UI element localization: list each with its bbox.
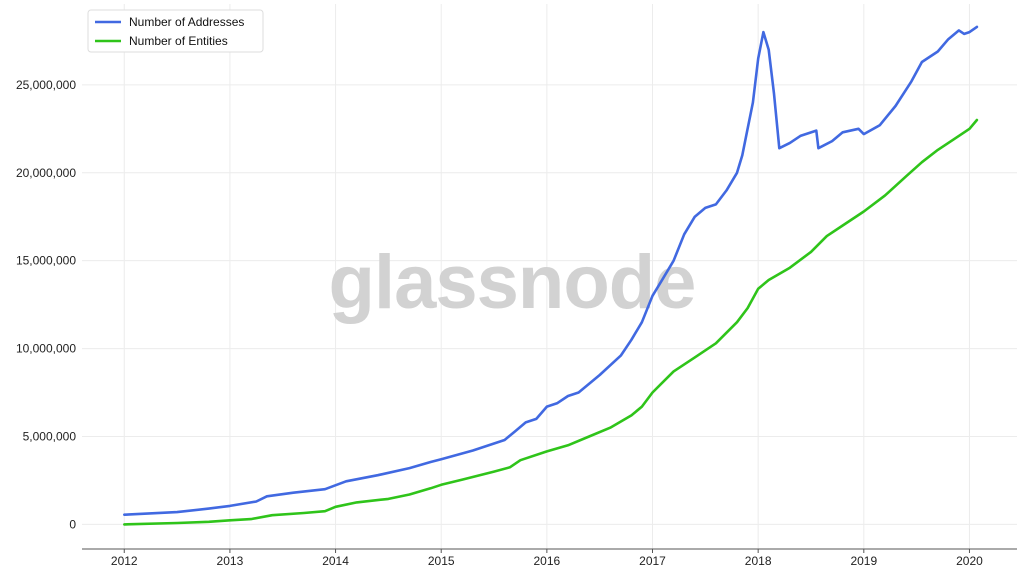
x-tick-label: 2013 [217, 554, 244, 568]
x-tick-label: 2020 [956, 554, 983, 568]
series-line-entities [123, 118, 979, 526]
x-tick-label: 2014 [322, 554, 349, 568]
x-axis-ticks: 2012 2013 2014 2015 2016 2017 2018 2019 2020 [111, 549, 983, 568]
legend-box [87, 9, 264, 53]
y-tick-label: 20,000,000 [16, 166, 76, 180]
series-lines [123, 25, 979, 526]
x-tick-label: 2018 [745, 554, 772, 568]
y-tick-label: 5,000,000 [23, 429, 77, 443]
watermark: glassnode [329, 240, 696, 325]
y-axis-ticks: 0 5,000,000 10,000,000 15,000,000 20,000,000… [16, 78, 76, 532]
y-tick-label: 10,000,000 [16, 342, 76, 356]
legend-label: Number of Entities [129, 34, 228, 48]
x-tick-label: 2012 [111, 554, 138, 568]
x-tick-label: 2017 [639, 554, 666, 568]
x-tick-label: 2016 [534, 554, 561, 568]
series-line-addresses [123, 25, 979, 516]
x-tick-label: 2015 [428, 554, 455, 568]
y-tick-label: 15,000,000 [16, 254, 76, 268]
y-tick-label: 0 [69, 517, 76, 531]
legend: Number of Addresses Number of Entities [87, 9, 264, 53]
legend-label: Number of Addresses [129, 15, 244, 29]
x-tick-label: 2019 [850, 554, 877, 568]
y-tick-label: 25,000,000 [16, 78, 76, 92]
grid-lines [82, 4, 1017, 549]
